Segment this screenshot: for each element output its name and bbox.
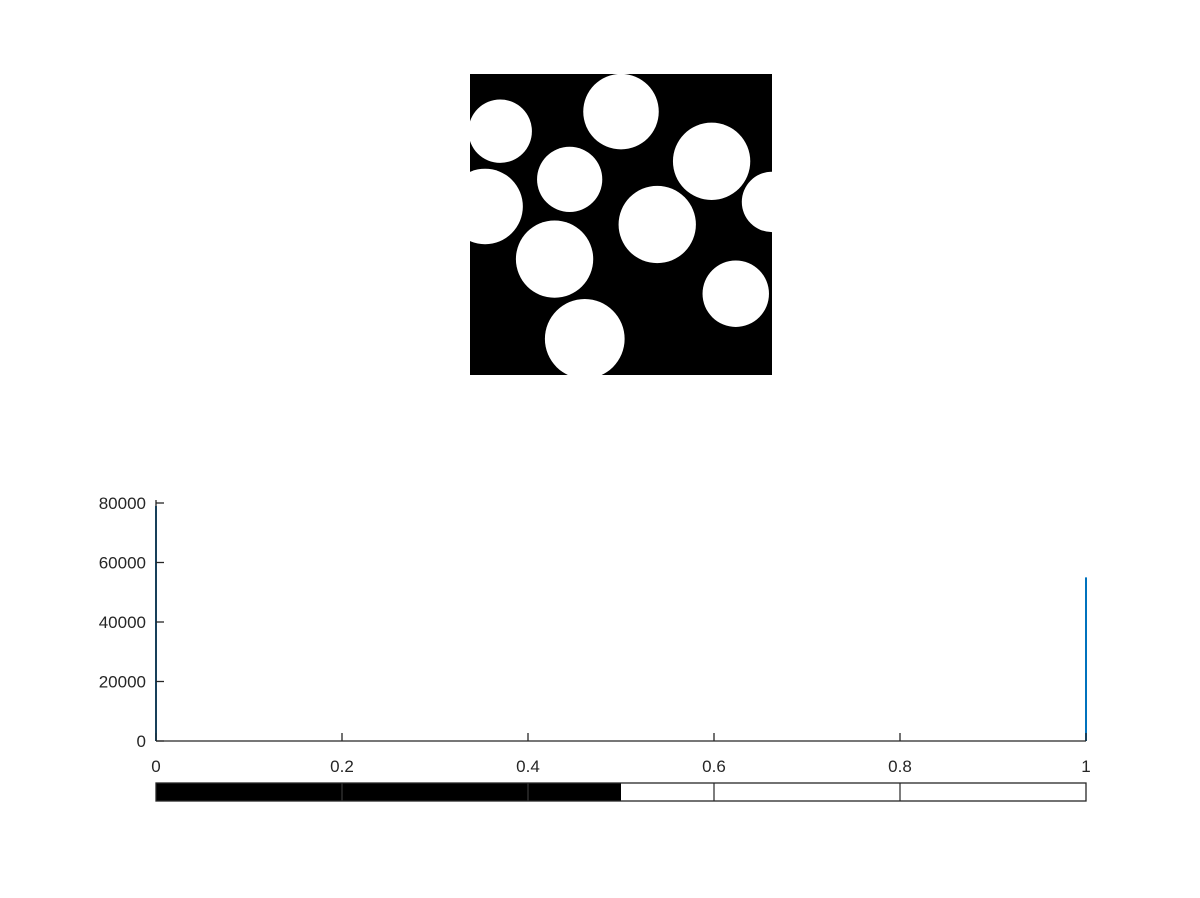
colorbar xyxy=(155,782,1087,802)
binary-image xyxy=(470,74,772,375)
image-blob xyxy=(515,220,594,298)
y-tick-label: 20000 xyxy=(99,673,146,692)
image-blob xyxy=(583,74,659,150)
x-ticks: 0 0.2 0.4 0.6 0.8 1 xyxy=(151,733,1091,776)
histogram-bars xyxy=(155,505,1087,741)
colorbar-low-segment xyxy=(156,783,621,801)
y-tick-label: 60000 xyxy=(99,554,146,573)
y-tick-label: 0 xyxy=(137,732,146,751)
histogram-axes: 0 20000 40000 60000 80000 0 0.2 0.4 0.6 0.8 1 xyxy=(99,494,1091,776)
y-tick-label: 40000 xyxy=(99,613,146,632)
x-tick-label: 0.6 xyxy=(702,757,726,776)
image-blob xyxy=(618,185,696,264)
image-blob xyxy=(544,299,625,375)
image-blob xyxy=(741,171,772,233)
x-tick-label: 0.8 xyxy=(888,757,912,776)
x-tick-label: 0.2 xyxy=(330,757,354,776)
image-blob xyxy=(470,168,523,245)
y-tick-label: 80000 xyxy=(99,494,146,513)
colorbar-high-segment xyxy=(621,783,1086,801)
image-blob xyxy=(672,122,751,200)
x-tick-label: 0.4 xyxy=(516,757,540,776)
image-blob xyxy=(537,146,603,212)
image-blobs xyxy=(470,74,772,375)
y-ticks: 0 20000 40000 60000 80000 xyxy=(99,494,164,751)
x-tick-label: 0 xyxy=(151,757,160,776)
image-blob xyxy=(702,260,769,327)
colorbar-frame xyxy=(155,782,1087,802)
image-blob xyxy=(470,99,532,163)
x-tick-label: 1 xyxy=(1081,757,1090,776)
